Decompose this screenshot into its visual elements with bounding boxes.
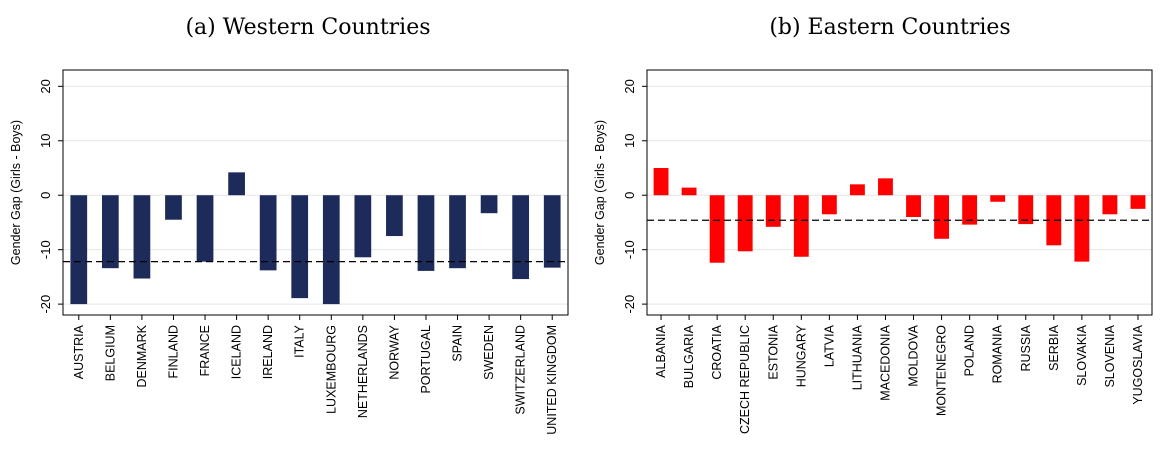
x-tick-label-switzerland: SWITZERLAND <box>514 325 528 415</box>
bar-slovakia <box>1074 195 1090 262</box>
bar-yugoslavia <box>1130 195 1146 209</box>
x-tick-label-serbia: SERBIA <box>1047 324 1061 371</box>
x-tick-label-slovakia: SLOVAKIA <box>1075 324 1089 386</box>
y-axis-label-western: Gender Gap (Girls - Boys) <box>9 120 23 265</box>
bar-iceland <box>228 172 245 196</box>
x-tick-label-sweden: SWEDEN <box>482 325 496 380</box>
bar-norway <box>386 195 403 237</box>
x-tick-label-norway: NORWAY <box>387 324 401 379</box>
bar-finland <box>165 195 182 220</box>
x-tick-label-lithuania: LITHUANIA <box>850 324 864 390</box>
bar-portugal <box>417 195 435 271</box>
bar-hungary <box>793 195 809 257</box>
x-tick-label-macedonia: MACEDONIA <box>878 324 892 400</box>
x-tick-label-italy: ITALY <box>293 324 307 358</box>
bar-united-kingdom <box>543 195 561 268</box>
x-tick-label-albania: ALBANIA <box>654 324 668 377</box>
bar-romania <box>990 195 1006 202</box>
x-tick-label-latvia: LATVIA <box>822 324 836 367</box>
bar-lithuania <box>849 184 865 196</box>
x-tick-label-russia: RUSSIA <box>1019 324 1033 371</box>
x-tick-label-portugal: PORTUGAL <box>419 325 433 394</box>
x-tick-label-slovenia: SLOVENIA <box>1103 324 1117 387</box>
x-tick-label-czech-republic: CZECH REPUBLIC <box>738 325 752 434</box>
x-tick-label-ireland: IRELAND <box>261 325 275 379</box>
chart-panel-eastern: -20 -10 0 10 20 ALBANIA BULGARIA CROATIA CZECH R… <box>622 69 1153 434</box>
bar-macedonia <box>878 178 893 196</box>
bar-montenegro <box>934 195 950 239</box>
bar-russia <box>1018 195 1034 225</box>
x-tick-label-romania: ROMANIA <box>991 324 1005 383</box>
x-tick-label-croatia: CROATIA <box>710 324 724 379</box>
y-tick-label: -20 <box>38 295 53 314</box>
bar-poland <box>962 195 978 225</box>
bar-italy <box>291 195 309 299</box>
y-tick-label: 0 <box>38 192 53 199</box>
x-tick-label-bulgaria: BULGARIA <box>682 324 696 388</box>
chart-title-western: (a) Western Countries <box>185 15 430 40</box>
x-tick-label-belgium: BELGIUM <box>103 325 117 381</box>
bar-sweden <box>480 195 498 214</box>
bar-belgium <box>101 195 119 269</box>
bar-serbia <box>1046 195 1062 246</box>
bar-estonia <box>765 195 781 227</box>
bar-spain <box>449 195 466 269</box>
y-tick-label: -10 <box>38 240 53 259</box>
x-tick-label-luxembourg: LUXEMBOURG <box>324 325 338 414</box>
y-tick-label: 20 <box>38 79 53 93</box>
x-tick-label-hungary: HUNGARY <box>794 324 808 387</box>
bar-slovenia <box>1102 195 1118 215</box>
bar-bulgaria <box>681 187 697 196</box>
x-tick-label-iceland: ICELAND <box>230 325 244 379</box>
x-tick-label-finland: FINLAND <box>166 325 180 378</box>
bar-france <box>196 195 214 262</box>
bar-croatia <box>709 195 725 263</box>
bar-moldova <box>906 195 921 217</box>
bar-albania <box>653 168 669 196</box>
x-tick-label-austria: AUSTRIA <box>72 324 86 379</box>
y-tick-label: 20 <box>622 79 637 93</box>
bar-czech-republic <box>737 195 753 252</box>
y-tick-label: 0 <box>622 192 637 199</box>
x-tick-label-spain: SPAIN <box>451 325 465 362</box>
plot-frame <box>646 69 1153 316</box>
y-tick-label: -10 <box>622 240 637 259</box>
bar-ireland <box>259 195 277 271</box>
x-tick-label-estonia: ESTONIA <box>766 324 780 379</box>
x-tick-label-poland: POLAND <box>963 325 977 376</box>
plot-frame <box>62 69 569 316</box>
x-tick-label-denmark: DENMARK <box>135 324 149 387</box>
x-tick-label-moldova: MOLDOVA <box>907 324 921 386</box>
bar-denmark <box>133 195 151 279</box>
bar-austria <box>70 195 88 305</box>
chart-panel-western: -20 -10 0 10 20 AUSTRIA BELGIUM DENMARK FINLAND F… <box>38 69 569 435</box>
y-tick-label: -20 <box>622 295 637 314</box>
x-tick-label-france: FRANCE <box>198 325 212 376</box>
x-tick-label-netherlands: NETHERLANDS <box>356 325 370 418</box>
x-tick-label-yugoslavia: YUGOSLAVIA <box>1131 324 1145 404</box>
y-axis-label-eastern: Gender Gap (Girls - Boys) <box>593 120 607 265</box>
bar-netherlands <box>354 195 372 258</box>
x-tick-label-montenegro: MONTENEGRO <box>935 325 949 416</box>
bar-luxembourg <box>322 195 340 305</box>
chart-title-eastern: (b) Eastern Countries <box>769 15 1010 40</box>
bar-latvia <box>821 195 837 215</box>
y-tick-label: 10 <box>622 134 637 148</box>
y-tick-label: 10 <box>38 134 53 148</box>
x-tick-label-united-kingdom: UNITED KINGDOM <box>545 325 559 435</box>
bar-switzerland <box>512 195 530 280</box>
